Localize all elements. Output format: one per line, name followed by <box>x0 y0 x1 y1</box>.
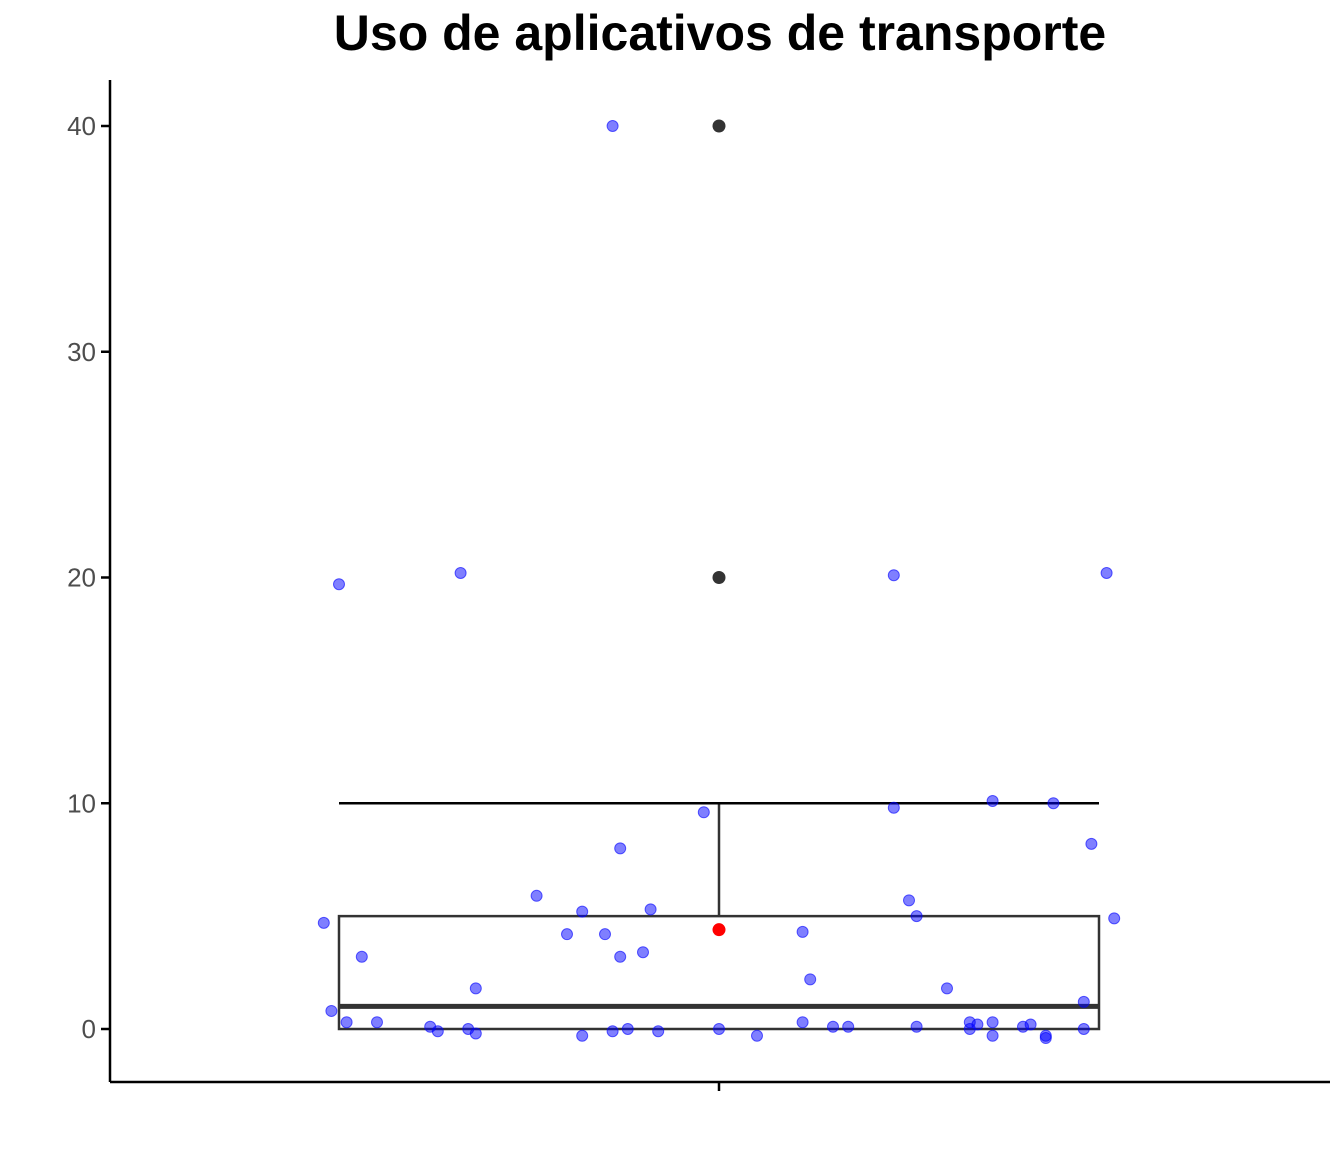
data-point <box>887 569 900 582</box>
data-point <box>971 1018 984 1031</box>
data-point <box>652 1025 665 1038</box>
data-point <box>621 1023 634 1035</box>
data-point <box>576 1029 589 1042</box>
data-point <box>713 1023 725 1035</box>
data-point <box>644 903 657 916</box>
data-point <box>842 1020 855 1033</box>
chart-title: Uso de aplicativos de transporte <box>333 5 1107 61</box>
data-point <box>454 566 467 579</box>
outlier-point <box>712 571 726 584</box>
data-point <box>599 928 611 941</box>
data-point <box>1077 1023 1090 1035</box>
data-point <box>1047 797 1060 810</box>
data-point <box>606 120 619 132</box>
data-point <box>325 1004 338 1017</box>
data-point <box>903 894 915 907</box>
y-tick-label: 10 <box>67 788 96 818</box>
data-point <box>751 1029 763 1042</box>
data-point <box>561 928 573 941</box>
y-tick-label: 20 <box>67 563 96 593</box>
data-point <box>431 1025 444 1038</box>
data-point <box>340 1016 353 1029</box>
data-point <box>614 842 627 855</box>
outlier-point <box>712 119 726 133</box>
data-point <box>1077 995 1090 1008</box>
data-point <box>576 905 589 918</box>
data-point <box>910 910 923 923</box>
data-point <box>355 950 368 963</box>
y-tick-label: 40 <box>67 111 96 141</box>
data-point <box>827 1020 839 1033</box>
data-point <box>1100 566 1113 579</box>
data-point <box>1039 1032 1052 1045</box>
data-point <box>469 1027 482 1040</box>
data-point <box>530 889 543 902</box>
data-point <box>941 982 953 995</box>
data-point <box>887 801 900 814</box>
data-point <box>796 925 809 938</box>
data-point <box>910 1020 923 1033</box>
data-point <box>606 1025 619 1038</box>
y-tick-label: 30 <box>67 337 96 367</box>
data-point <box>371 1016 383 1029</box>
box-plot <box>337 119 1101 1031</box>
data-point <box>796 1016 809 1029</box>
data-point <box>697 806 710 819</box>
data-point <box>637 946 649 959</box>
data-point <box>1024 1018 1037 1031</box>
data-point <box>986 1029 999 1042</box>
data-point <box>469 982 482 995</box>
axes <box>108 80 1330 1091</box>
mean-point <box>712 923 726 937</box>
data-point <box>317 916 330 929</box>
jitter-points <box>317 120 1121 1045</box>
data-point <box>804 973 817 986</box>
y-axis-ticks: 0 10 20 30 40 <box>67 111 110 1044</box>
y-tick-label: 0 <box>82 1014 96 1044</box>
data-point <box>333 578 345 591</box>
data-point <box>1108 912 1121 925</box>
data-point <box>1085 837 1098 850</box>
data-point <box>986 794 999 807</box>
data-point <box>986 1016 999 1029</box>
data-point <box>614 950 627 963</box>
